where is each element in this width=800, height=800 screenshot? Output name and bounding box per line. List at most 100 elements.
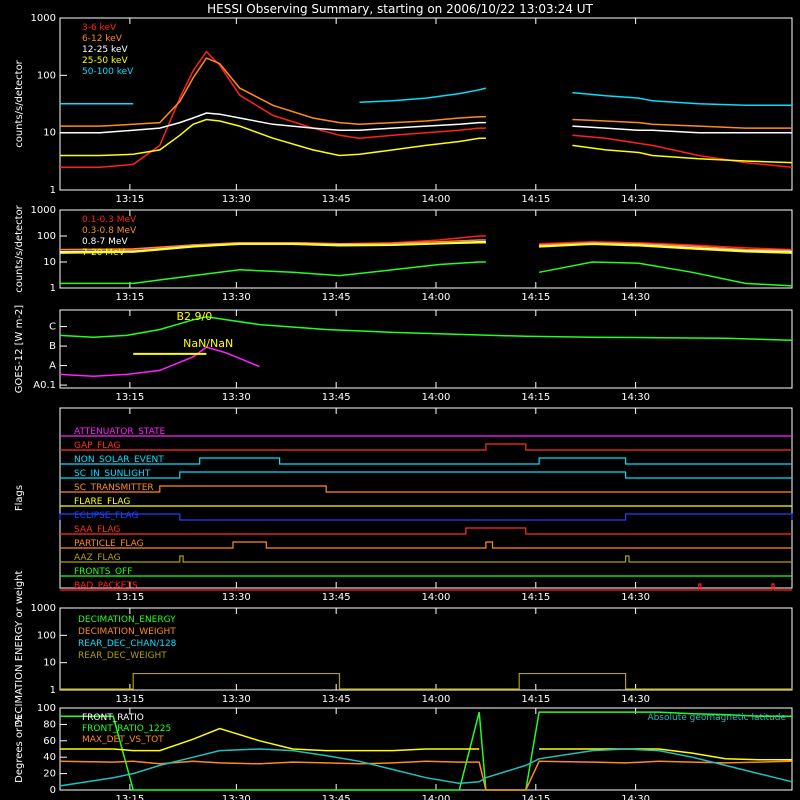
panel6-series-absolute-geomagnetic-latitude — [59, 748, 793, 787]
panel3-series-line-1 — [59, 346, 260, 378]
panel2-ytick-label: 100 — [37, 231, 56, 242]
panel6-legend-entry: MAX_DET_VS_TOT — [82, 735, 164, 745]
panel6-ytick-label: 40 — [43, 752, 56, 763]
panel1-series-12-25-kev — [60, 112, 792, 134]
panel6-xtick-label: 13:15 — [115, 794, 144, 800]
panel5-legend-entry: DECIMATION_WEIGHT — [78, 627, 176, 637]
panel1-series-50-100-kev — [60, 87, 792, 107]
flag-line-bad-packets — [60, 583, 792, 591]
panel4-xtick-label: 13:45 — [322, 592, 351, 603]
panel5-ytick-label: 1 — [50, 685, 56, 696]
panel2-xtick-label: 14:15 — [521, 292, 550, 303]
panel2-legend-entry: 0.8-7 MeV — [82, 237, 128, 247]
panel1-legend-entry: 25-50 keV — [82, 56, 128, 66]
panel6-series-line-3 — [60, 727, 792, 761]
panel6-xtick-label: 13:30 — [222, 794, 251, 800]
panel3-annotation: B2.9/0 — [176, 310, 212, 323]
panel1-series-6-12-kev — [60, 57, 792, 129]
panel1-ytick-label: 1 — [50, 185, 56, 196]
panel1-xtick-label: 14:30 — [621, 194, 650, 205]
panel2-ylabel: counts/s/detector — [14, 204, 25, 292]
panel3-annotation: NaN/NaN — [183, 337, 233, 350]
panel6-ylabel: Degrees or % — [14, 715, 25, 783]
panel2-legend-entry: 0.1-0.3 MeV — [82, 215, 137, 225]
panel2-legend-entry: 0.3-0.8 MeV — [82, 226, 137, 236]
flag-label-fronts-off: FRONTS_OFF — [74, 567, 132, 577]
panel3-xtick-label: 14:15 — [521, 392, 550, 403]
panel3-xtick-label: 13:45 — [322, 392, 351, 403]
panel6-ytick-label: 0 — [50, 785, 56, 796]
flag-line-non-solar-event — [60, 457, 792, 465]
panel5-ytick-label: 10 — [43, 658, 56, 669]
panel4-ylabel: Flags — [14, 485, 25, 511]
panel1-xtick-label: 13:45 — [322, 194, 351, 205]
chart-title: HESSI Observing Summary, starting on 200… — [207, 2, 593, 16]
flag-label-eclipse-flag: ECLIPSE_FLAG — [74, 511, 138, 521]
panel1-legend-entry: 6-12 keV — [82, 34, 123, 44]
panel5-ytick-label: 100 — [37, 630, 56, 641]
panel5-xtick-label: 14:00 — [422, 694, 451, 705]
panel2-ytick-label: 1 — [50, 283, 56, 294]
flag-line-gap-flag — [60, 443, 792, 451]
panel2-ytick-label: 1000 — [31, 205, 56, 216]
panel6-legend-entry: FRONT_RATIO — [82, 713, 144, 723]
panel6-xtick-label: 13:45 — [322, 794, 351, 800]
flag-line-sc-transmitter — [60, 485, 792, 493]
panel6-ytick-label: 100 — [37, 703, 56, 714]
flag-label-sc-in-sunlight: SC_IN_SUNLIGHT — [74, 469, 151, 479]
panel2-series-7-20-mev — [59, 242, 793, 254]
panel1-legend-entry: 12-25 keV — [82, 45, 128, 55]
panel2-series-line-4 — [60, 261, 793, 287]
panel5-legend-entry: REAR_DEC_WEIGHT — [78, 651, 167, 661]
flag-label-flare-flag: FLARE_FLAG — [74, 497, 130, 507]
flag-line-sc-in-sunlight — [60, 471, 792, 479]
flag-label-gap-flag: GAP_FLAG — [74, 441, 120, 451]
panel1-ytick-label: 100 — [37, 70, 56, 81]
panel1-ylabel: counts/s/detector — [14, 59, 25, 147]
panel1-legend-entry: 3-6 keV — [82, 23, 117, 33]
panel5-frame — [59, 607, 793, 691]
panel3-xtick-label: 14:30 — [621, 392, 650, 403]
panel5-ytick-label: 1000 — [31, 603, 56, 614]
panel4-xtick-label: 13:15 — [115, 592, 144, 603]
panel3-ytick-label: B — [49, 341, 56, 352]
flag-label-attenuator-state: ATTENUATOR_STATE — [74, 427, 166, 437]
panel2-xtick-label: 13:45 — [322, 292, 351, 303]
panel6-xtick-label: 14:30 — [621, 794, 650, 800]
panel6-xtick-label: 14:00 — [422, 794, 451, 800]
panel2-legend-entry: 7-20 MeV — [82, 248, 126, 258]
flag-line-eclipse-flag — [59, 513, 793, 521]
panel3-ytick-label: C — [49, 322, 56, 333]
flag-label-particle-flag: PARTICLE_FLAG — [74, 539, 144, 549]
panel1-series-3-6-kev — [60, 50, 793, 168]
panel2-ytick-label: 10 — [43, 257, 56, 268]
panel3-ylabel: GOES-12 [W m-2] — [14, 305, 25, 393]
panel4-xtick-label: 14:00 — [422, 592, 451, 603]
panel1-ytick-label: 10 — [43, 128, 56, 139]
panel4-xtick-label: 13:30 — [222, 592, 251, 603]
panel1-ytick-label: 1000 — [31, 13, 56, 24]
flag-label-bad-packets: BAD_PACKETS — [74, 581, 138, 591]
panel5-series-rear-dec-weight — [60, 672, 792, 690]
flag-line-aaz-flag — [60, 555, 792, 563]
panel6-series-front-ratio-1225 — [60, 711, 792, 791]
panel6-xtick-label: 14:15 — [521, 794, 550, 800]
panel4-xtick-label: 14:30 — [621, 592, 650, 603]
panel3-frame — [59, 309, 793, 389]
panel1-xtick-label: 13:15 — [115, 194, 144, 205]
panel1-xtick-label: 14:15 — [521, 194, 550, 205]
panel1-xtick-label: 14:00 — [422, 194, 451, 205]
panel2-xtick-label: 13:15 — [115, 292, 144, 303]
panel5-xtick-label: 14:30 — [621, 694, 650, 705]
panel6-ytick-label: 80 — [43, 719, 56, 730]
panel5-ylabel: DECIMATION ENERGY or weight — [14, 570, 25, 727]
panel5-legend-entry: REAR_DEC_CHAN/128 — [78, 639, 177, 649]
panel4-xtick-label: 14:15 — [521, 592, 550, 603]
flag-label-non-solar-event: NON_SOLAR_EVENT — [74, 455, 164, 465]
panel2-series-0-3-0-8-mev — [59, 239, 793, 252]
panel1-legend-entry: 50-100 keV — [82, 67, 134, 77]
panel5-legend-entry: DECIMATION_ENERGY — [78, 615, 176, 625]
panel3-xtick-label: 13:30 — [222, 392, 251, 403]
